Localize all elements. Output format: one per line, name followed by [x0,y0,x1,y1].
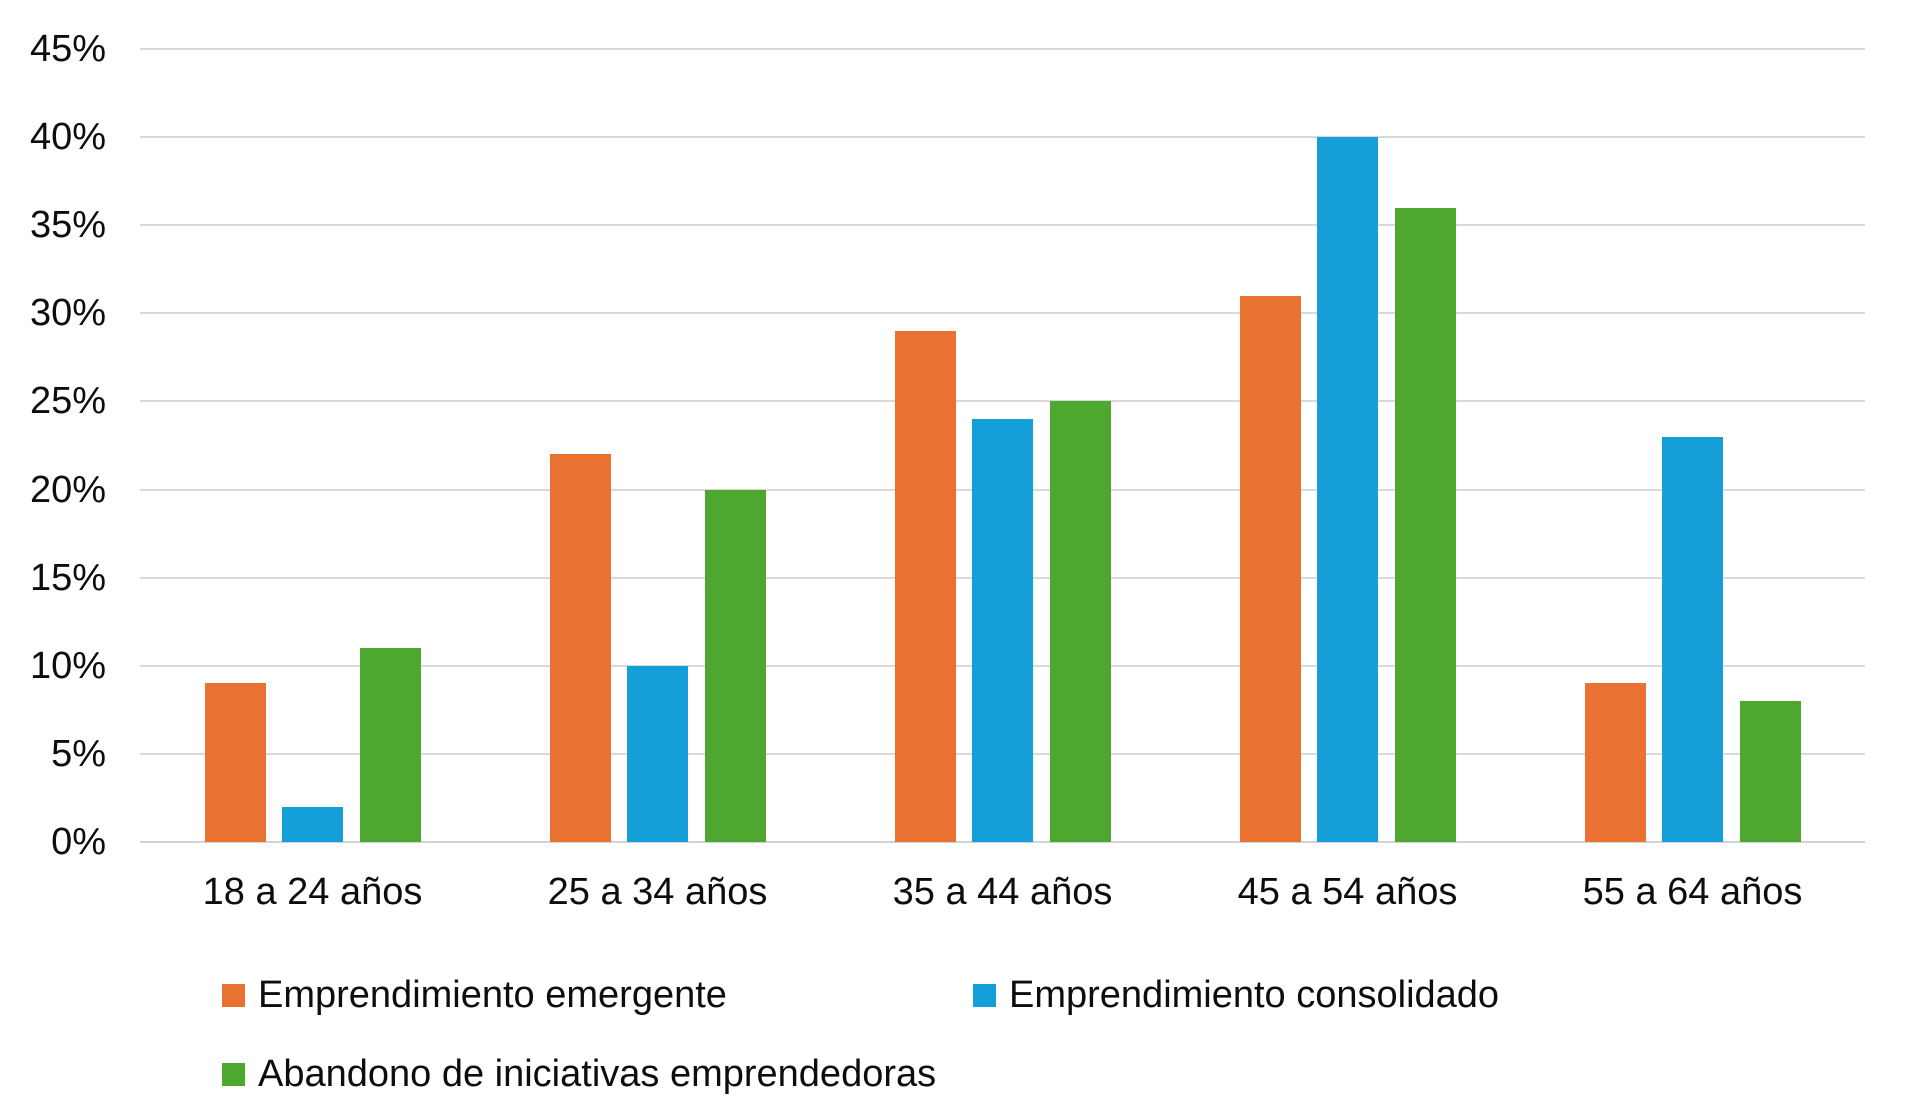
y-tick-label: 0% [51,821,106,863]
bar-55-a-64-años-s1 [1662,437,1723,842]
gridline [140,48,1865,50]
y-tick-label: 30% [29,292,106,335]
x-axis-line [140,841,1865,843]
bar-18-a-24-años-s2 [360,648,421,842]
x-category-label: 25 a 34 años [547,871,768,913]
bar-45-a-54-años-s0 [1240,296,1301,842]
bar-25-a-34-años-s1 [627,666,688,842]
x-category-label: 18 a 24 años [202,871,423,913]
bar-35-a-44-años-s1 [972,419,1033,842]
gridline [140,312,1865,315]
y-tick-label: 5% [51,732,106,775]
gridline [140,400,1865,403]
y-tick-label: 40% [29,116,106,159]
x-category-label: 45 a 54 años [1237,871,1458,913]
legend-swatch-icon [973,983,996,1007]
bar-18-a-24-años-s0 [205,683,266,842]
legend-item: Emprendimiento consolidado [973,972,1499,1018]
gridline [140,224,1865,227]
bar-45-a-54-años-s1 [1317,137,1378,842]
bar-35-a-44-años-s2 [1050,401,1111,842]
legend-item: Abandono de iniciativas emprendedoras [222,1051,936,1097]
legend-label: Emprendimiento consolidado [1009,973,1500,1016]
legend-swatch-icon [222,1062,245,1086]
legend-label: Emprendimiento emergente [258,973,727,1016]
legend-item: Emprendimiento emergente [222,972,727,1018]
bar-25-a-34-años-s0 [550,454,611,842]
y-tick-label: 35% [29,204,106,247]
bar-35-a-44-años-s0 [895,331,956,842]
y-tick-label: 10% [29,644,106,687]
bar-55-a-64-años-s0 [1585,683,1646,842]
x-category-label: 35 a 44 años [892,871,1113,913]
bar-25-a-34-años-s2 [705,490,766,842]
bar-45-a-54-años-s2 [1395,208,1456,842]
y-tick-label: 15% [29,556,106,599]
legend-swatch-icon [222,983,245,1007]
y-tick-label: 45% [29,28,106,70]
bar-18-a-24-años-s1 [282,807,343,842]
y-tick-label: 25% [29,380,106,423]
legend-label: Abandono de iniciativas emprendedoras [258,1052,937,1095]
x-category-label: 55 a 64 años [1582,871,1803,913]
gridline [140,136,1865,139]
y-tick-label: 20% [29,468,106,511]
bar-55-a-64-años-s2 [1740,701,1801,842]
